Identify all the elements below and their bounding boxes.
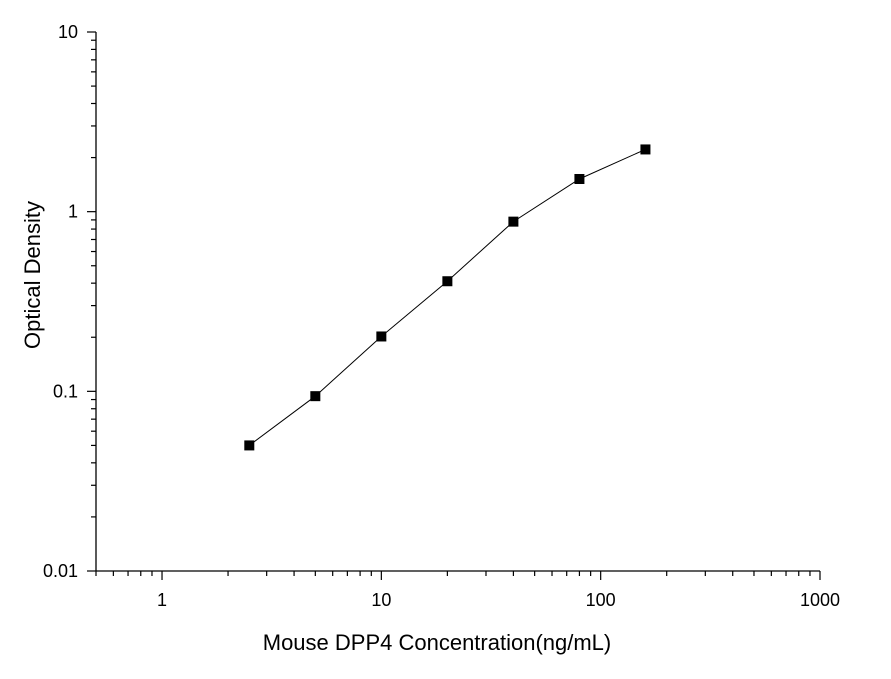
x-axis-title: Mouse DPP4 Concentration(ng/mL) <box>263 630 612 655</box>
x-tick-label: 1 <box>157 590 167 610</box>
data-point <box>640 144 651 155</box>
y-tick-label: 0.1 <box>53 381 78 401</box>
axes: 1 10 100 1000 0.01 0.1 1 10 <box>43 22 840 610</box>
y-tick-label: 0.01 <box>43 561 78 581</box>
y-tick-label: 10 <box>58 22 78 42</box>
x-tick-label: 1000 <box>800 590 840 610</box>
y-axis-title: Optical Density <box>20 201 45 349</box>
data-point <box>310 391 321 402</box>
x-tick-label: 100 <box>586 590 616 610</box>
data-point <box>508 216 519 227</box>
x-tick-label: 10 <box>371 590 391 610</box>
data-point <box>244 440 255 451</box>
data-points-group <box>244 144 651 451</box>
data-point <box>442 276 453 287</box>
series-line-group <box>249 148 646 446</box>
series-line <box>249 148 646 446</box>
data-point <box>376 331 387 342</box>
data-point <box>574 173 585 184</box>
y-tick-label: 1 <box>68 202 78 222</box>
